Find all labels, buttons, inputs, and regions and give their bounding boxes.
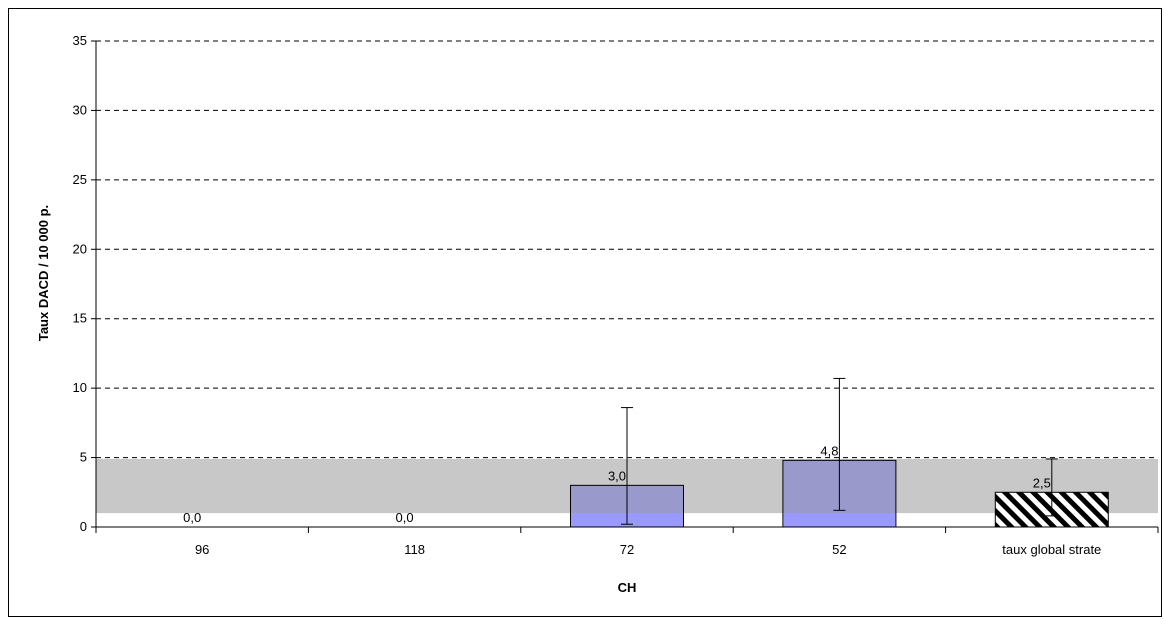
y-axis-title: Taux DACD / 10 000 p. bbox=[36, 205, 51, 341]
x-tick-label: 72 bbox=[620, 542, 634, 557]
y-tick-label: 0 bbox=[80, 519, 87, 534]
y-tick-label: 30 bbox=[73, 102, 87, 117]
y-tick-label: 35 bbox=[73, 33, 87, 48]
x-tick-label: taux global strate bbox=[1002, 542, 1101, 557]
data-label: 0,0 bbox=[396, 510, 414, 525]
y-tick-label: 5 bbox=[80, 450, 87, 465]
x-tick-label: 118 bbox=[404, 542, 425, 557]
data-label: 2,5 bbox=[1033, 475, 1051, 490]
x-tick-label: 96 bbox=[195, 542, 209, 557]
x-tick-label: 52 bbox=[832, 542, 846, 557]
data-label: 4,8 bbox=[820, 443, 838, 458]
x-axis-title: CH bbox=[618, 580, 637, 595]
y-tick-label: 25 bbox=[73, 172, 87, 187]
y-tick-label: 10 bbox=[73, 380, 87, 395]
data-label: 0,0 bbox=[183, 510, 201, 525]
y-tick-label: 15 bbox=[73, 311, 87, 326]
data-label: 3,0 bbox=[608, 468, 626, 483]
bar-lower-segment bbox=[783, 513, 896, 527]
y-tick-label: 20 bbox=[73, 241, 87, 256]
